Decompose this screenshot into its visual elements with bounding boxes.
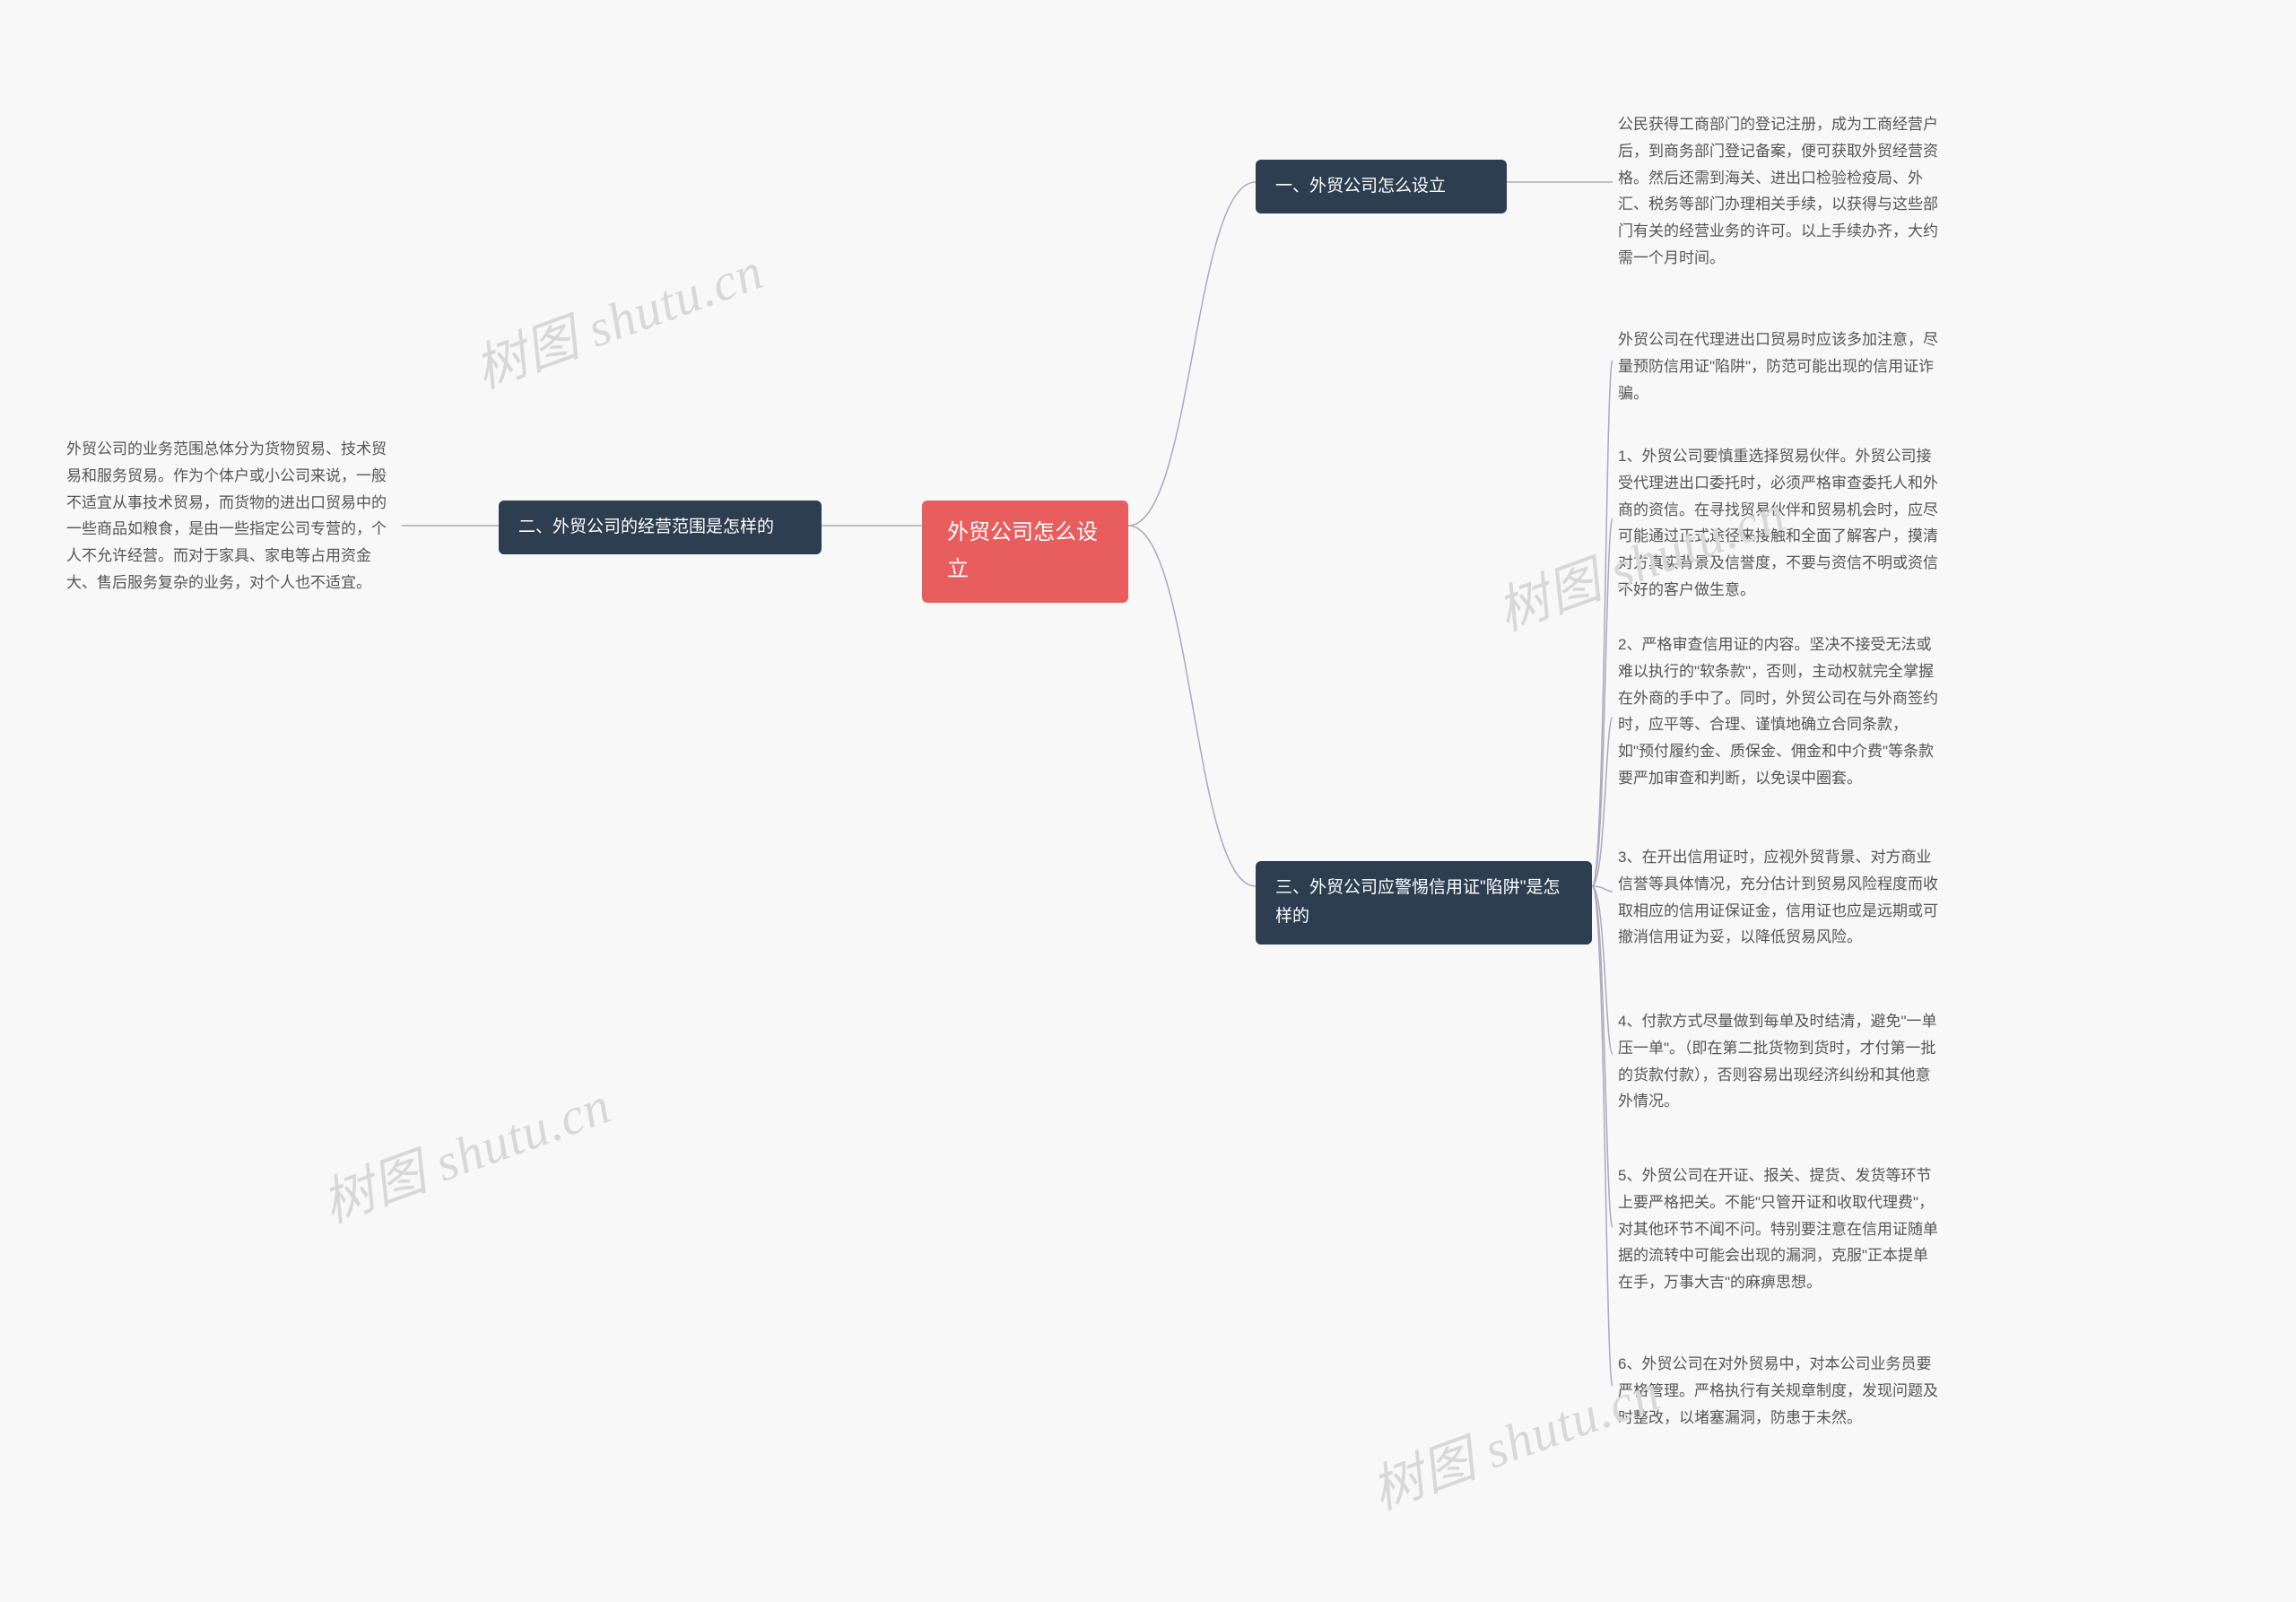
connector xyxy=(1592,886,1613,1386)
leaf-node-b2l1: 外贸公司的业务范围总体分为货物贸易、技术贸易和服务贸易。作为个体户或小公司来说，… xyxy=(61,431,402,602)
connector xyxy=(1592,886,1613,892)
connector-layer xyxy=(0,0,2296,1602)
connector xyxy=(1592,518,1613,886)
branch-node-b1: 一、外贸公司怎么设立 xyxy=(1256,160,1507,213)
connector xyxy=(1592,886,1613,1054)
branch-node-b2: 二、外贸公司的经营范围是怎样的 xyxy=(499,501,822,554)
watermark-text: 树图 shutu.cn xyxy=(310,1063,620,1237)
connector xyxy=(1592,886,1613,1227)
leaf-node-b3l1: 1、外贸公司要慎重选择贸易伙伴。外贸公司接受代理进出口委托时，必须严格审查委托人… xyxy=(1613,438,1944,609)
connector xyxy=(1592,718,1613,886)
leaf-node-b3l6: 6、外贸公司在对外贸易中，对本公司业务员要严格管理。严格执行有关规章制度，发现问… xyxy=(1613,1345,1944,1436)
root-node: 外贸公司怎么设立 xyxy=(922,501,1128,603)
connector xyxy=(1128,526,1256,886)
connector xyxy=(1592,361,1613,886)
leaf-node-b3l4: 4、付款方式尽量做到每单及时结清，避免"一单压一单"。（即在第二批货物到货时，才… xyxy=(1613,1003,1944,1120)
leaf-node-b3l3: 3、在开出信用证时，应视外贸背景、对方商业信誉等具体情况，充分估计到贸易风险程度… xyxy=(1613,839,1944,956)
leaf-node-b3l0: 外贸公司在代理进出口贸易时应该多加注意，尽量预防信用证"陷阱"，防范可能出现的信… xyxy=(1613,321,1944,412)
watermark-text: 树图 shutu.cn xyxy=(463,229,772,403)
leaf-node-b3l2: 2、严格审查信用证的内容。坚决不接受无法或难以执行的"软条款"，否则，主动权就完… xyxy=(1613,626,1944,797)
leaf-node-b3l5: 5、外贸公司在开证、报关、提货、发货等环节上要严格把关。不能"只管开证和收取代理… xyxy=(1613,1157,1944,1302)
leaf-node-b1l1: 公民获得工商部门的登记注册，成为工商经营户后，到商务部门登记备案，便可获取外贸经… xyxy=(1613,106,1944,277)
connector xyxy=(1128,182,1256,526)
branch-node-b3: 三、外贸公司应警惕信用证"陷阱"是怎样的 xyxy=(1256,861,1592,945)
